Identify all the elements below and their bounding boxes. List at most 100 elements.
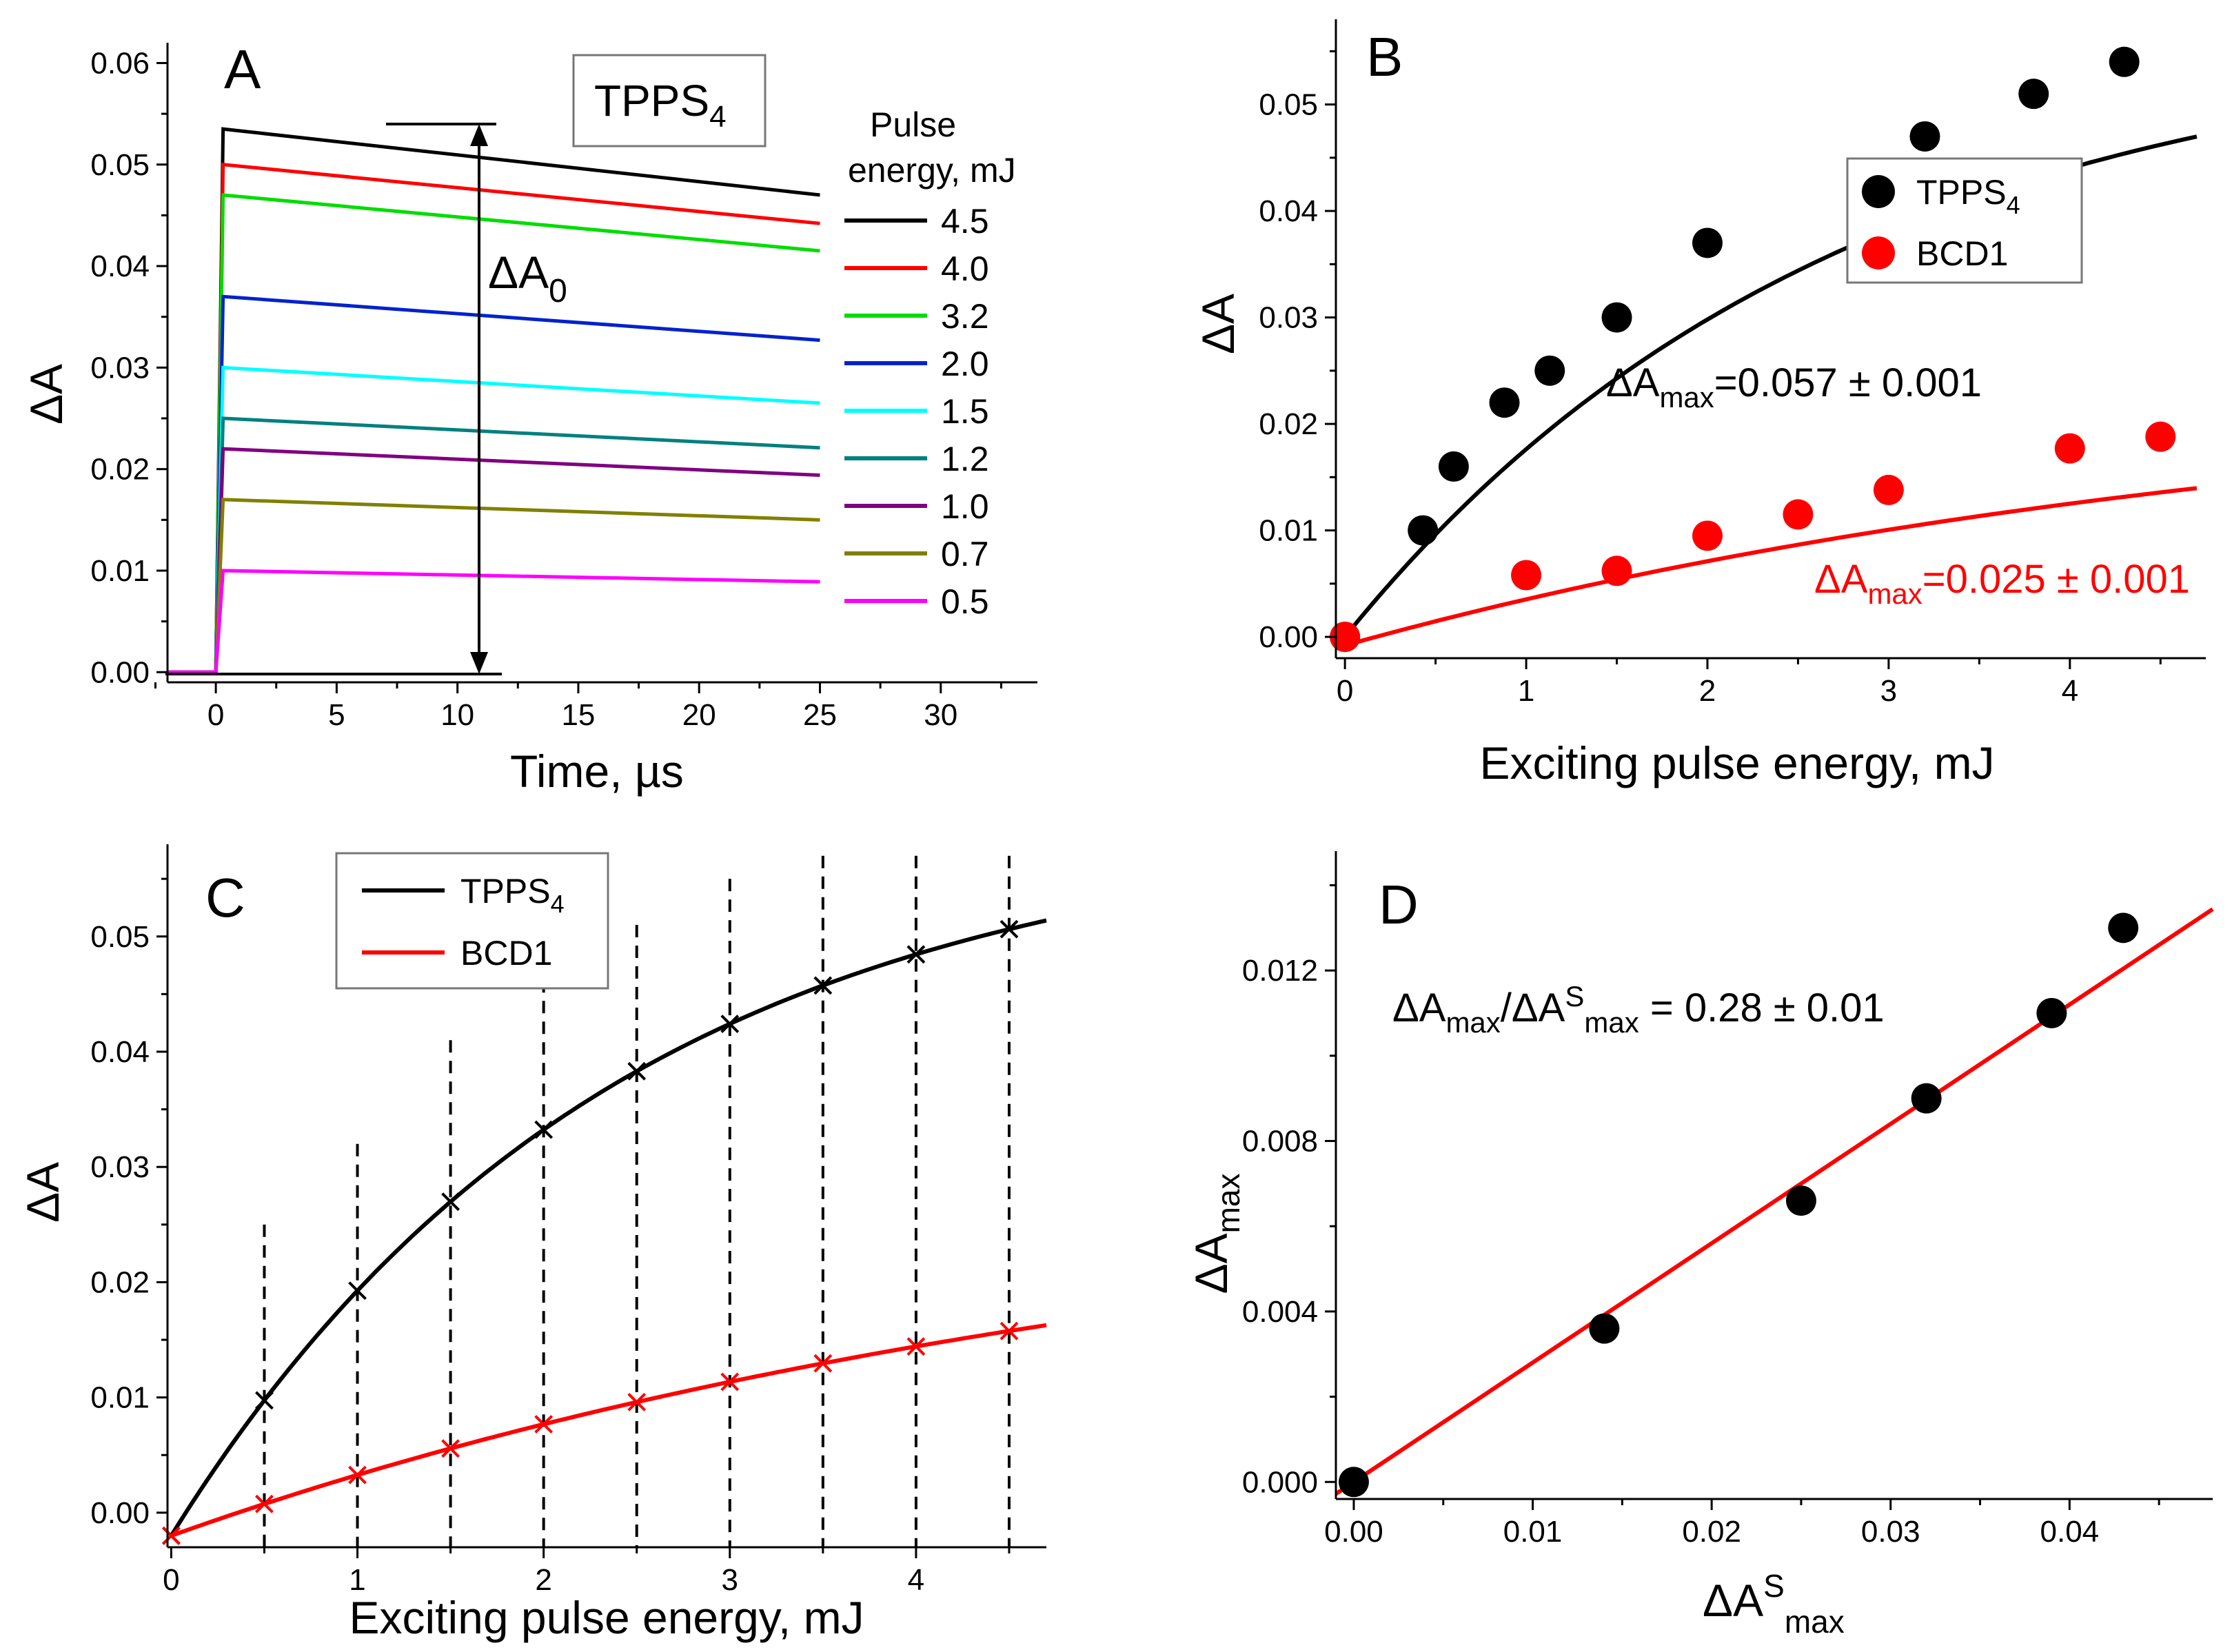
x-marker-BCD1 [813,1354,833,1373]
data-point [1785,1185,1816,1216]
panel-c-axes: 0 1 2 3 4 0.00 0.01 0.02 0.03 0.04 0.05 [90,844,1046,1597]
d-x-tick-label: 0.04 [2040,1515,2100,1549]
x-marker-TPPS₄ [720,1014,740,1034]
panel-a-axes: 0 5 10 15 20 25 30 0.00 0.01 0.02 0.03 0.04 0.05 0.06 [90,43,1037,732]
data-point-BCD1 [2054,433,2085,464]
panel-c-label: C [205,867,245,928]
c-y-tick-label: 0.03 [90,1150,150,1184]
a-y-tick-label: 0.02 [90,453,150,487]
legend-label-0.5: 0.5 [941,582,989,621]
d-x-tick-label: 0.02 [1682,1515,1741,1549]
a-y-tick-label: 0.04 [90,249,150,283]
x-marker-BCD1 [534,1415,554,1434]
d-y-tick-label: 0.008 [1242,1125,1318,1159]
x-marker-TPPS₄ [441,1192,460,1212]
panel-b-legend-tpps: TPPS4 [1916,173,2020,219]
panel-d-y-axis-label: ΔAmax [1186,1173,1246,1294]
panel-a-y-axis-label: ΔA [21,364,72,425]
x-marker-TPPS₄ [813,976,833,995]
panel-c: 0 1 2 3 4 0.00 0.01 0.02 0.03 0.04 0.05 C TPPS4 BC… [17,844,1047,1643]
c-y-tick-label: 0.04 [90,1035,150,1069]
panel-a-delta-a0-label: ΔA0 [488,247,567,309]
panel-b-label: B [1366,26,1403,88]
legend-label-1.0: 1.0 [941,487,989,526]
b-y-tick-label: 0.02 [1259,407,1318,441]
a-y-tick-label: 0.03 [90,351,150,385]
b-x-tick-label: 3 [1880,674,1897,708]
data-point-TPPS₄ [1438,451,1469,482]
panel-b-data [1330,46,2198,653]
b-y-tick-label: 0.04 [1259,194,1318,228]
x-marker-BCD1 [441,1439,460,1458]
d-x-tick-label: 0.00 [1324,1515,1383,1549]
d-y-tick-label: 0.004 [1242,1295,1318,1329]
panel-a-legend-title-1: Pulse [870,105,956,144]
panel-b-legend-bcd1: BCD1 [1916,234,2008,273]
legend-label-4.0: 4.0 [941,249,989,288]
a-x-tick-label: 0 [207,698,224,732]
d-x-tick-label: 0.03 [1861,1515,1920,1549]
x-marker-TPPS₄ [627,1061,647,1081]
panel-a-label: A [224,39,261,100]
legend-label-1.2: 1.2 [941,440,989,478]
c-y-tick-label: 0.00 [90,1496,150,1530]
x-marker-TPPS₄ [906,945,926,964]
data-point [1911,1083,1942,1114]
data-point-BCD1 [1873,474,1904,505]
x-marker-BCD1 [161,1526,181,1545]
panel-d-annotation: ΔAmax/ΔASmax = 0.28 ± 0.01 [1392,980,1885,1039]
panel-a-traces [168,127,820,674]
d-y-tick-label: 0.000 [1242,1465,1318,1499]
x-marker-BCD1 [720,1372,740,1391]
a-x-tick-label: 30 [924,698,957,732]
legend-label-4.5: 4.5 [941,202,989,241]
legend-label-2.0: 2.0 [941,345,989,383]
panel-a-legend-title-2: energy, mJ [848,151,1016,190]
panel-b-legend-marker-tpps [1862,175,1895,208]
legend-label-1.5: 1.5 [941,392,989,431]
c-x-tick-label: 1 [349,1563,365,1597]
panel-a-sample-label: TPPS4 [594,76,727,134]
panel-b-axes: 0 1 2 3 4 0.00 0.01 0.02 0.03 0.04 0.05 [1259,19,2206,708]
panel-a-arrow-head-bottom [470,652,488,674]
panel-c-legend-tpps: TPPS4 [460,872,565,918]
x-marker-BCD1 [1000,1321,1019,1340]
data-point-TPPS₄ [1601,302,1632,333]
x-marker-TPPS₄ [1000,919,1019,939]
a-y-tick-label: 0.01 [90,554,150,588]
a-x-tick-label: 15 [561,698,595,732]
b-y-tick-label: 0.01 [1259,514,1318,548]
trace-0.5 [168,569,820,674]
panel-d-axes: 0.00 0.01 0.02 0.03 0.04 0.000 0.004 0.008 0.012 [1242,851,2213,1549]
data-point [1589,1313,1620,1344]
panel-b-annotation-bcd1: ΔAmax=0.025 ± 0.001 [1814,557,2190,610]
a-x-tick-label: 10 [440,698,474,732]
x-marker-TPPS₄ [534,1120,554,1139]
panel-a-x-axis-label: Time, µs [510,746,684,797]
trace-1.0 [168,447,820,674]
data-point-TPPS₄ [1489,387,1520,418]
data-point-TPPS₄ [2018,79,2049,110]
b-x-tick-label: 2 [1699,674,1716,708]
trace-2.0 [168,294,820,674]
panel-c-x-axis-label: Exciting pulse energy, mJ [349,1592,864,1643]
trace-1.5 [168,365,820,674]
panel-d-data [1335,907,2214,1498]
c-x-tick-label: 4 [908,1563,924,1597]
x-marker-TPPS₄ [348,1281,367,1301]
panel-b-x-axis-label: Exciting pulse energy, mJ [1479,737,1994,788]
data-point [2108,912,2139,944]
trace-1.2 [168,416,820,674]
x-marker-BCD1 [627,1392,647,1411]
panel-a-arrow-head-top [470,124,488,146]
data-point-TPPS₄ [1408,515,1439,546]
data-point [2036,998,2067,1028]
panel-d: 0.00 0.01 0.02 0.03 0.04 0.000 0.004 0.008 0.012… [1186,851,2214,1640]
panel-c-data [161,855,1047,1547]
panel-d-x-axis-label: ΔASmax [1703,1568,1845,1640]
fit-curve-BCD1 [1344,486,2198,648]
panel-d-label: D [1379,874,1419,935]
x-marker-BCD1 [255,1494,274,1513]
panel-c-y-axis-label: ΔA [17,1162,68,1223]
